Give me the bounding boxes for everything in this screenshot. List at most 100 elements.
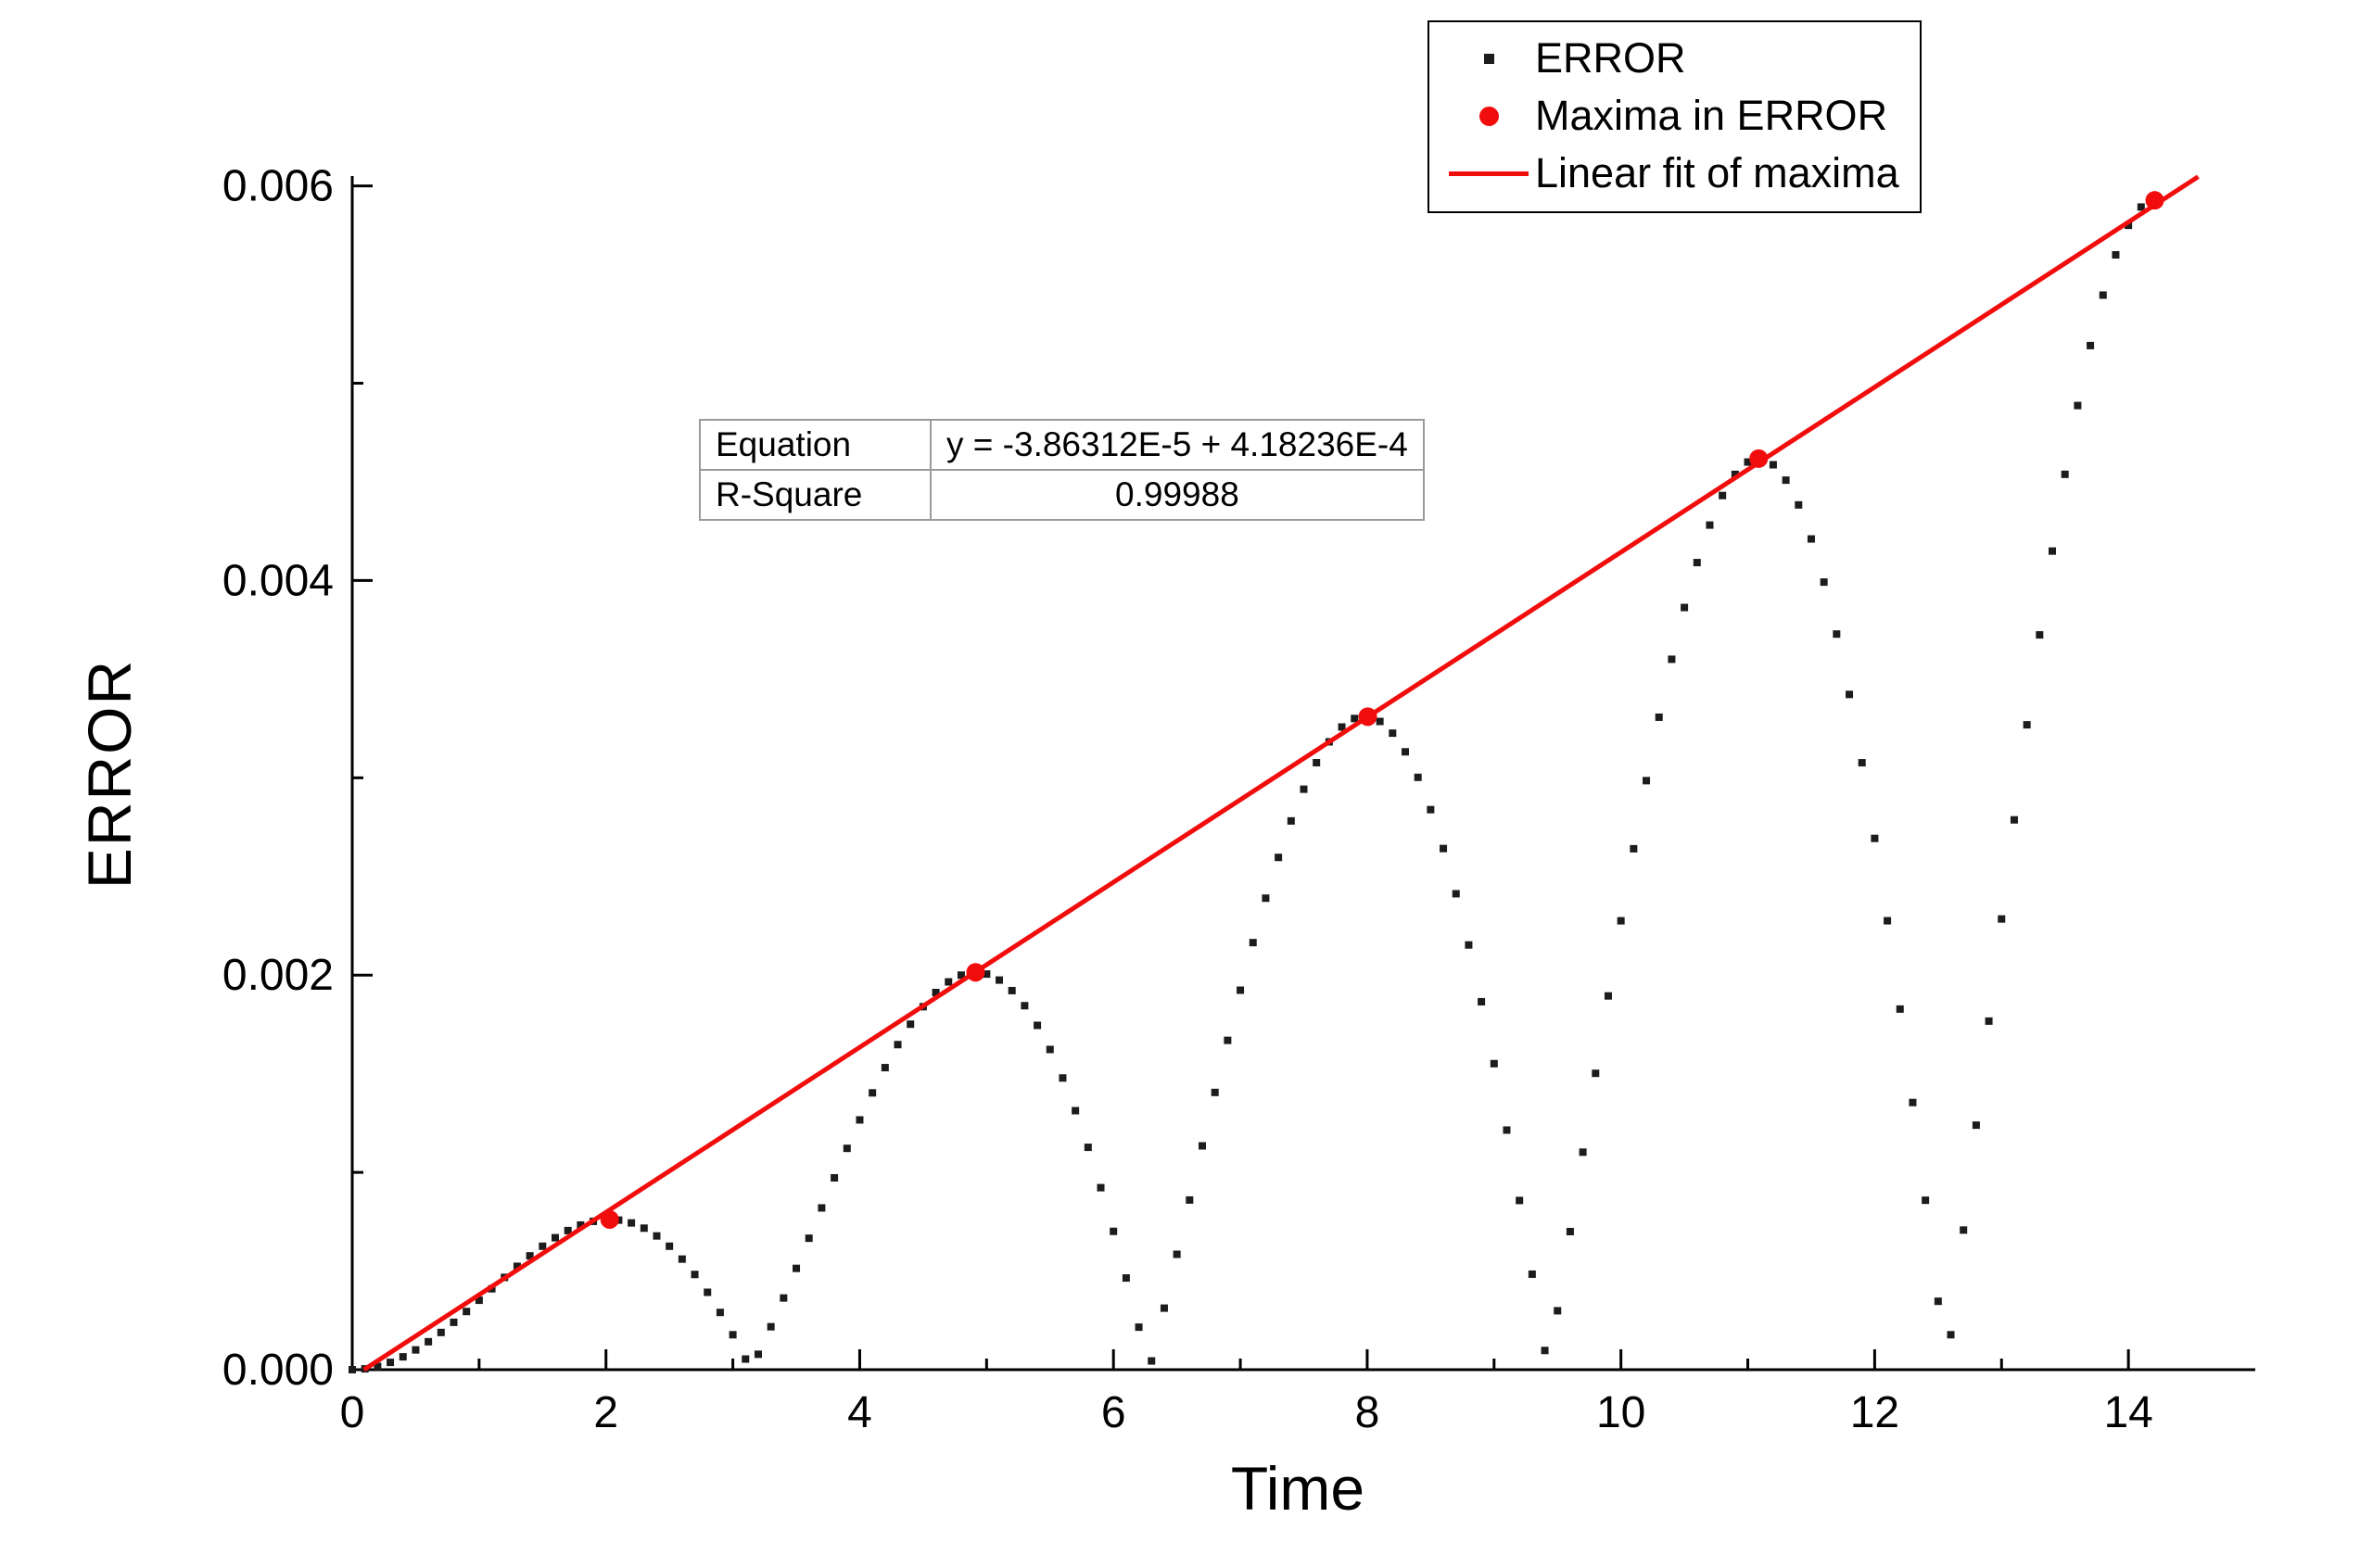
error-point bbox=[793, 1264, 801, 1272]
error-point bbox=[1465, 941, 1473, 949]
error-point bbox=[349, 1366, 356, 1373]
error-point bbox=[856, 1116, 864, 1124]
error-point bbox=[1046, 1045, 1054, 1054]
error-point bbox=[691, 1271, 699, 1279]
fit-row-value: y = -3.86312E-5 + 4.18236E-4 bbox=[930, 419, 1425, 471]
error-point bbox=[2112, 250, 2120, 259]
line-marker-icon bbox=[1442, 171, 1535, 176]
error-point bbox=[2074, 401, 2082, 410]
error-point bbox=[881, 1064, 889, 1072]
error-point bbox=[1706, 521, 1714, 529]
error-point bbox=[1541, 1347, 1549, 1355]
error-point bbox=[1237, 986, 1245, 994]
x-tick-label: 14 bbox=[2103, 1388, 2152, 1437]
legend-item-error: ERROR bbox=[1442, 33, 1899, 83]
error-point bbox=[1795, 500, 1803, 509]
legend-item-fit: Linear fit of maxima bbox=[1442, 148, 1899, 198]
x-tick-label: 2 bbox=[593, 1388, 618, 1437]
error-point bbox=[1490, 1059, 1498, 1068]
error-point bbox=[1554, 1307, 1562, 1315]
error-point bbox=[1097, 1183, 1105, 1192]
ticks-and-tick-labels: 0 2 4 6 8 10 12 14 0.000 0.002 0.004 0.006 bbox=[222, 162, 2153, 1437]
error-point bbox=[2061, 470, 2069, 478]
error-point bbox=[640, 1224, 648, 1233]
error-point bbox=[463, 1308, 471, 1316]
error-point bbox=[1782, 476, 1790, 485]
legend-label-error: ERROR bbox=[1535, 34, 1686, 82]
error-point bbox=[1719, 491, 1727, 499]
error-point bbox=[1630, 844, 1638, 853]
error-point bbox=[1427, 805, 1435, 814]
error-point bbox=[1693, 559, 1701, 567]
error-point bbox=[1807, 535, 1815, 543]
x-tick-label: 6 bbox=[1101, 1388, 1126, 1437]
axes bbox=[350, 176, 2255, 1372]
error-point bbox=[1186, 1195, 1194, 1204]
fit-results-table: Equation y = -3.86312E-5 + 4.18236E-4 R-… bbox=[699, 419, 1425, 521]
error-point bbox=[1148, 1357, 1156, 1365]
error-point bbox=[564, 1226, 572, 1234]
error-point bbox=[1440, 844, 1448, 853]
legend-item-maxima: Maxima in ERROR bbox=[1442, 91, 1899, 141]
error-point bbox=[1643, 777, 1651, 785]
error-point bbox=[1389, 729, 1397, 738]
error-point bbox=[1820, 578, 1828, 587]
error-point bbox=[1833, 630, 1841, 639]
error-point bbox=[653, 1232, 661, 1240]
error-point bbox=[780, 1294, 788, 1302]
y-tick-label: 0.004 bbox=[222, 556, 334, 605]
x-tick-label: 8 bbox=[1355, 1388, 1380, 1437]
x-axis-title: Time bbox=[1230, 1454, 1365, 1523]
error-series bbox=[349, 196, 2158, 1373]
error-point bbox=[1985, 1017, 1993, 1025]
error-point bbox=[1503, 1126, 1511, 1134]
error-point bbox=[2049, 547, 2057, 555]
legend: ERROR Maxima in ERROR Linear fit of maxi… bbox=[1428, 20, 1922, 213]
maxima-point bbox=[1358, 707, 1377, 727]
error-point bbox=[1034, 1021, 1042, 1030]
y-axis-title: ERROR bbox=[75, 658, 144, 890]
error-point bbox=[1313, 759, 1321, 767]
error-point bbox=[1135, 1323, 1143, 1332]
error-point bbox=[374, 1362, 382, 1371]
error-point bbox=[2087, 341, 2095, 349]
error-point bbox=[1998, 915, 2006, 923]
maxima-point bbox=[600, 1209, 619, 1229]
error-point bbox=[1199, 1142, 1207, 1150]
error-point bbox=[678, 1255, 686, 1263]
error-point bbox=[754, 1350, 762, 1359]
error-point bbox=[539, 1242, 547, 1250]
error-point bbox=[628, 1219, 636, 1227]
error-point bbox=[1909, 1098, 1917, 1106]
fit-row-value: 0.99988 bbox=[930, 469, 1425, 521]
x-tick-label: 4 bbox=[847, 1388, 872, 1437]
error-point bbox=[1351, 714, 1359, 723]
error-point bbox=[399, 1353, 407, 1361]
error-point bbox=[1008, 986, 1016, 994]
error-point bbox=[1960, 1226, 1968, 1234]
error-point bbox=[704, 1288, 712, 1296]
error-point bbox=[437, 1328, 445, 1336]
error-point bbox=[1275, 854, 1283, 862]
error-point bbox=[526, 1252, 534, 1260]
error-point bbox=[2010, 816, 2018, 824]
error-point bbox=[1592, 1069, 1600, 1078]
error-point bbox=[1528, 1270, 1536, 1278]
error-point bbox=[805, 1234, 813, 1243]
error-point bbox=[1922, 1196, 1930, 1205]
error-point bbox=[1744, 458, 1752, 466]
error-point bbox=[716, 1309, 724, 1317]
fit-row-label: R-Square bbox=[699, 469, 932, 521]
square-marker-icon bbox=[1442, 53, 1535, 64]
error-point bbox=[1604, 992, 1612, 1000]
x-tick-label: 0 bbox=[340, 1388, 365, 1437]
error-point bbox=[2099, 291, 2107, 299]
error-point bbox=[843, 1144, 851, 1153]
x-tick-label: 12 bbox=[1850, 1388, 1899, 1437]
error-point bbox=[666, 1242, 674, 1250]
maxima-point bbox=[2145, 191, 2164, 210]
error-point bbox=[2125, 221, 2133, 230]
y-tick-label: 0.002 bbox=[222, 951, 334, 1000]
error-point bbox=[475, 1296, 483, 1305]
